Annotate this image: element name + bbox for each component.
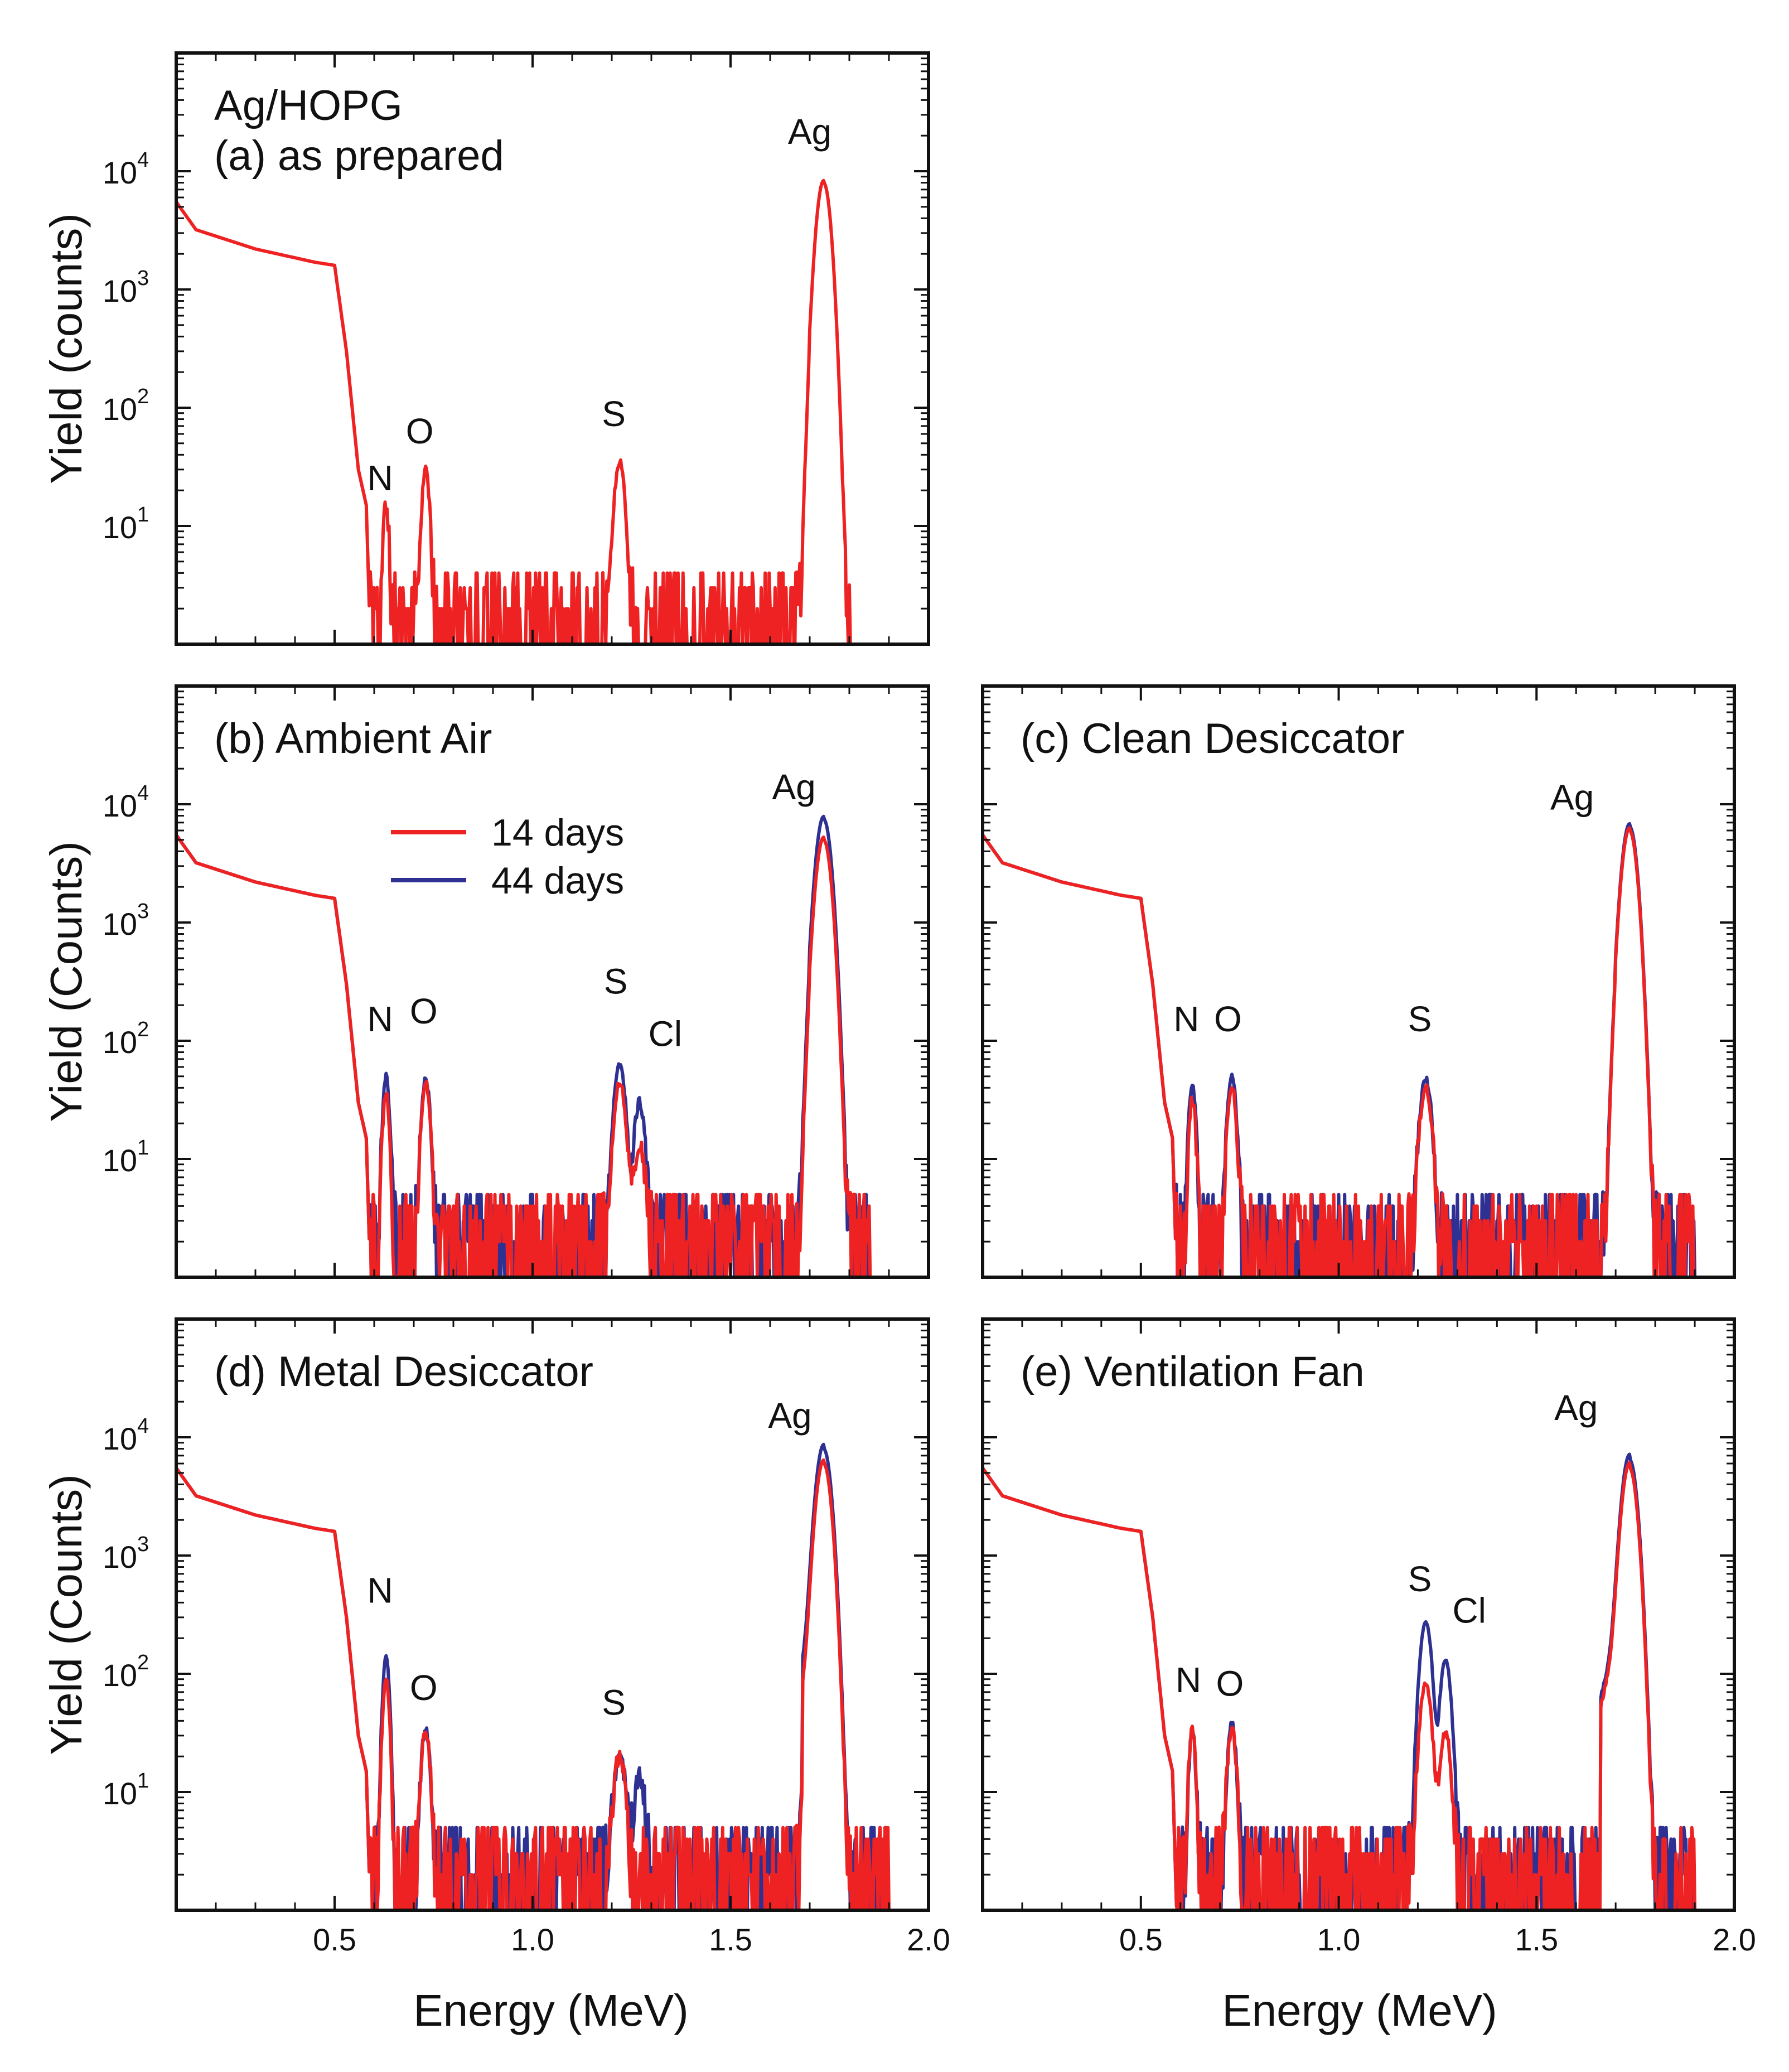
y-tick-exponent-b: 1 — [137, 1136, 149, 1160]
peak-label-o-d: O — [410, 1668, 438, 1708]
x-axis-label-left: Energy (MeV) — [413, 1986, 688, 2035]
spectra-b — [176, 814, 929, 1277]
y-tick-exponent-a: 4 — [137, 148, 149, 172]
x-tick-label-e: 0.5 — [1119, 1922, 1163, 1957]
peak-label-cl-b: Cl — [649, 1014, 682, 1054]
panel-c: (c) Clean Desiccator N O S Ag — [981, 684, 1736, 1279]
panel-title-d: (d) Metal Desiccator — [214, 1348, 593, 1395]
y-tick-exponent-d: 2 — [137, 1651, 149, 1674]
series-d-14-days — [176, 1458, 929, 1910]
peak-label-s-c: S — [1408, 999, 1432, 1039]
peak-label-o-e: O — [1216, 1664, 1244, 1704]
y-tick-exponent-b: 4 — [137, 781, 149, 805]
peak-label-ag-c: Ag — [1550, 777, 1594, 818]
series-c-14-days — [983, 826, 1734, 1277]
peak-label-ag-e: Ag — [1554, 1388, 1598, 1428]
x-tick-label-d: 2.0 — [907, 1922, 950, 1957]
x-tick-label-d: 0.5 — [313, 1922, 356, 1957]
y-tick-label-d: 10 — [103, 1539, 137, 1574]
y-tick-label-b: 10 — [103, 1143, 137, 1178]
y-tick-label-d: 10 — [103, 1421, 137, 1456]
spectra-c — [983, 822, 1734, 1277]
y-axis-label-b: Yield (Counts) — [41, 841, 91, 1122]
peak-label-cl-e: Cl — [1452, 1591, 1486, 1631]
plot-frame-a — [175, 51, 930, 646]
peak-label-s-b: S — [604, 962, 628, 1002]
x-tick-label-d: 1.5 — [709, 1922, 752, 1957]
y-tick-exponent-d: 3 — [137, 1533, 149, 1556]
y-tick-label-b: 10 — [103, 788, 137, 823]
plot-frame-d — [175, 1317, 930, 1912]
y-tick-exponent-a: 1 — [137, 503, 149, 527]
peak-label-o-a: O — [406, 411, 434, 451]
peak-label-ag-b: Ag — [772, 767, 815, 807]
plot-frame-c — [981, 684, 1736, 1279]
plot-frame-b — [175, 684, 930, 1279]
y-tick-exponent-b: 2 — [137, 1018, 149, 1041]
peak-label-o-b: O — [410, 991, 438, 1031]
y-tick-label-d: 10 — [103, 1658, 137, 1693]
peak-label-s-a: S — [602, 394, 626, 434]
x-axis-label-right: Energy (MeV) — [1222, 1986, 1497, 2035]
y-tick-label-a: 10 — [103, 273, 137, 308]
spectra-e — [983, 1452, 1734, 1910]
x-tick-label-e: 1.0 — [1317, 1922, 1361, 1957]
x-tick-label-d: 1.0 — [511, 1922, 554, 1957]
panel-title-c: (c) Clean Desiccator — [1021, 715, 1404, 762]
y-tick-label-a: 10 — [103, 155, 137, 190]
panel-e: 0.5 1.0 1.5 2.0 (e) Ventilation Fan N O S Cl Ag — [981, 1317, 1756, 1957]
peak-label-n-a: N — [368, 458, 393, 498]
series-e-14-days — [983, 1461, 1734, 1910]
y-tick-label-a: 10 — [103, 392, 137, 427]
legend-label-14-days: 14 days — [491, 812, 624, 854]
panel-title-b: (b) Ambient Air — [214, 715, 492, 762]
peak-label-s-d: S — [602, 1683, 626, 1723]
spectra-a — [176, 178, 929, 644]
peak-label-n-b: N — [368, 999, 393, 1039]
peak-label-n-c: N — [1173, 999, 1199, 1039]
y-axis-label-a: Yield (counts) — [41, 213, 91, 484]
y-tick-exponent-a: 3 — [137, 267, 149, 290]
peak-label-n-d: N — [368, 1570, 393, 1610]
panel-title-a: (a) as prepared — [214, 132, 504, 180]
plot-frame-e — [981, 1317, 1736, 1912]
peak-label-n-e: N — [1176, 1660, 1201, 1700]
legend-label-44-days: 44 days — [491, 859, 624, 902]
series-a-as-prepared — [176, 178, 929, 644]
y-tick-exponent-a: 2 — [137, 385, 149, 408]
peak-label-ag-d: Ag — [768, 1395, 811, 1436]
y-axis-label-d: Yield (Counts) — [41, 1474, 91, 1755]
x-tick-label-e: 2.0 — [1713, 1922, 1756, 1957]
y-tick-exponent-d: 4 — [137, 1414, 149, 1438]
y-tick-exponent-d: 1 — [137, 1769, 149, 1793]
peak-label-ag-a: Ag — [788, 112, 831, 152]
peak-label-o-c: O — [1214, 999, 1242, 1039]
x-tick-label-e: 1.5 — [1515, 1922, 1558, 1957]
y-tick-label-d: 10 — [103, 1776, 137, 1811]
y-tick-label-b: 10 — [103, 1025, 137, 1060]
y-tick-exponent-b: 3 — [137, 900, 149, 923]
y-tick-label-a: 10 — [103, 510, 137, 545]
panel-title-a: Ag/HOPG — [214, 82, 403, 129]
y-tick-label-b: 10 — [103, 906, 137, 941]
series-b-14-days — [176, 834, 929, 1277]
spectra-d — [176, 1442, 929, 1910]
peak-label-s-e: S — [1408, 1559, 1432, 1599]
panel-title-e: (e) Ventilation Fan — [1021, 1348, 1365, 1395]
